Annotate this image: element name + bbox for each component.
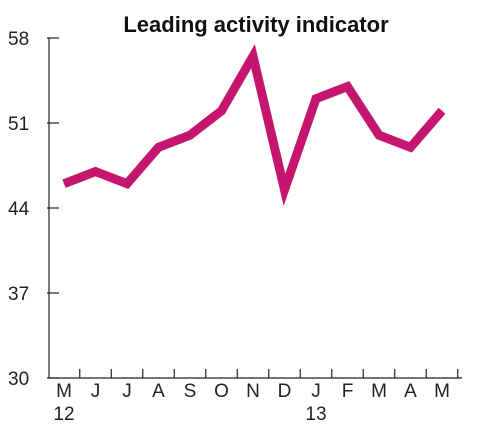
data-point <box>315 98 317 100</box>
x-year-label: 12 <box>53 404 74 425</box>
y-tick-label: 30 <box>8 369 29 390</box>
data-point <box>126 183 128 185</box>
x-tick-label: J <box>91 381 101 402</box>
x-tick-label: M <box>56 381 72 402</box>
data-point <box>410 146 411 148</box>
chart-title: Leading activity indicator <box>123 12 389 37</box>
x-tick-label: N <box>246 381 260 402</box>
data-point <box>189 134 191 136</box>
data-point <box>95 171 96 173</box>
x-tick-label: F <box>342 381 354 402</box>
data-point <box>378 134 380 136</box>
x-tick-label: J <box>311 381 321 402</box>
data-point <box>221 110 222 112</box>
x-year-label: 13 <box>305 404 326 425</box>
x-tick-label: D <box>278 381 292 402</box>
data-point <box>441 110 443 112</box>
data-point <box>63 183 65 185</box>
x-tick-label: J <box>122 381 132 402</box>
y-tick-label: 37 <box>8 284 29 305</box>
data-point <box>347 86 348 88</box>
x-tick-label: M <box>434 381 450 402</box>
x-axis: M J J A S O N D J F M A M12 13 <box>49 369 462 425</box>
x-tick-label: A <box>404 381 417 402</box>
data-point <box>252 55 254 57</box>
series-layer <box>62 44 446 206</box>
y-axis: 30 37 44 51 58 <box>8 29 59 390</box>
x-tick-label: S <box>184 381 197 402</box>
y-tick-label: 44 <box>8 199 30 220</box>
series-line <box>62 44 446 206</box>
y-tick-label: 51 <box>8 114 29 135</box>
x-tick-label: O <box>214 381 229 402</box>
x-tick-label: A <box>152 381 165 402</box>
data-point <box>284 189 285 191</box>
y-tick-label: 58 <box>8 29 29 50</box>
x-tick-label: M <box>371 381 387 402</box>
data-point <box>158 146 159 148</box>
